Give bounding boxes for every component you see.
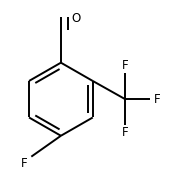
Text: O: O [71,12,81,25]
Text: F: F [21,157,28,170]
Text: F: F [122,126,129,139]
Text: F: F [154,93,160,106]
Text: F: F [122,59,129,72]
